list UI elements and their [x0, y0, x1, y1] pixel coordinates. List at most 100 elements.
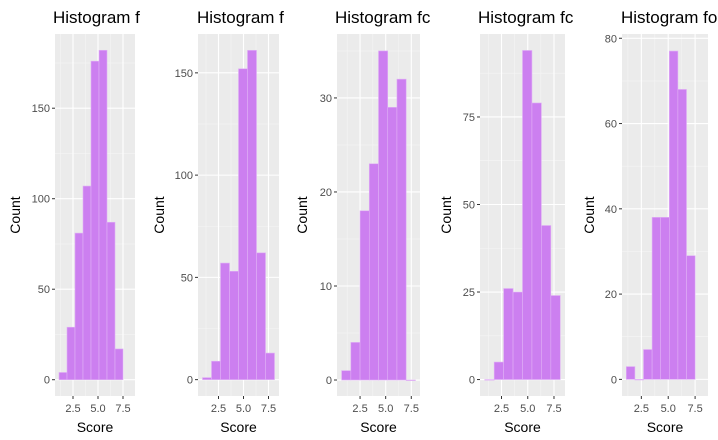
histogram-bar — [484, 379, 495, 381]
histogram-bar — [405, 379, 416, 381]
histogram-panel-2: 0 50 100 150 2.5 5.0 7.5 Score Count Histogram f — [151, 8, 284, 435]
histogram-bar — [550, 295, 561, 380]
histogram-bar — [202, 377, 212, 380]
histogram-panel-4: 0 25 50 75 2.5 5.0 7.5 Score Count Histogram fc — [438, 8, 574, 435]
histogram-bar — [677, 89, 687, 380]
chart-title: Histogram f — [53, 8, 140, 27]
histogram-bar — [512, 291, 523, 380]
y-tick-label: 0 — [611, 374, 617, 386]
histogram-bar — [114, 348, 124, 381]
chart-title: Histogram fc — [478, 8, 574, 27]
y-tick-label: 0 — [326, 375, 332, 387]
histogram-bar — [668, 50, 679, 380]
histogram-bar — [229, 270, 239, 380]
histogram-bars — [202, 50, 275, 380]
y-axis-label: Count — [7, 196, 23, 233]
x-tick-label: 7.5 — [546, 403, 561, 415]
y-tick-label: 150 — [175, 68, 193, 80]
y-tick-label: 0 — [187, 375, 193, 387]
y-tick-label: 30 — [320, 93, 332, 105]
y-tick-label: 50 — [463, 199, 475, 211]
y-tick-label: 150 — [32, 103, 50, 115]
histogram-bar — [387, 107, 398, 381]
histogram-bar — [238, 68, 248, 380]
x-axis-label: Score — [360, 419, 397, 435]
x-tick-label: 2.5 — [494, 403, 509, 415]
x-axis-label: Score — [647, 419, 684, 435]
x-axis-label: Score — [220, 419, 257, 435]
y-tick-label: 100 — [32, 194, 50, 206]
y-tick-label: 100 — [175, 170, 193, 182]
x-tick-label: 7.5 — [404, 403, 419, 415]
y-tick-label: 0 — [469, 375, 475, 387]
histogram-bar — [378, 50, 389, 381]
histogram-bar — [90, 60, 100, 381]
histogram-bar — [82, 185, 92, 381]
x-tick-label: 7.5 — [261, 403, 276, 415]
histogram-bar — [220, 262, 230, 380]
histogram-bar — [256, 252, 266, 380]
histogram-bar — [211, 360, 221, 380]
histogram-panel-3: 0 10 20 30 2.5 5.0 7.5 Score Count Histogram fc — [294, 8, 431, 435]
x-axis-label: Score — [77, 419, 114, 435]
x-axis-label: Score — [504, 419, 541, 435]
y-tick-label: 60 — [605, 119, 617, 131]
histogram-bar — [503, 288, 514, 380]
histogram-bar — [522, 50, 533, 380]
histogram-bar — [98, 49, 108, 381]
x-tick-label: 5.0 — [236, 403, 251, 415]
histogram-bar — [359, 210, 370, 381]
x-tick-label: 7.5 — [687, 403, 702, 415]
histogram-bar — [247, 50, 257, 380]
y-axis-label: Count — [581, 196, 597, 233]
histogram-bar — [396, 78, 407, 381]
x-tick-label: 2.5 — [65, 403, 80, 415]
histogram-bar — [531, 102, 542, 380]
histogram-bar — [368, 163, 379, 381]
histogram-bar — [625, 366, 636, 380]
x-tick-label: 5.0 — [661, 403, 676, 415]
histogram-bar — [350, 342, 361, 381]
histogram-bar — [541, 225, 552, 380]
histogram-bar — [265, 352, 275, 380]
histogram-bar — [341, 370, 352, 381]
chart-title: Histogram f — [197, 8, 284, 27]
histogram-bar — [66, 326, 76, 381]
histogram-bar — [686, 255, 696, 380]
x-tick-label: 5.0 — [520, 403, 535, 415]
y-axis-label: Count — [294, 196, 310, 233]
chart-title: Histogram fc — [335, 8, 431, 27]
x-tick-label: 5.0 — [378, 403, 393, 415]
y-axis-label: Count — [438, 196, 454, 233]
y-tick-label: 10 — [320, 281, 332, 293]
histogram-bars — [58, 49, 124, 381]
x-tick-label: 5.0 — [90, 403, 105, 415]
histogram-bars — [625, 50, 696, 381]
y-tick-label: 20 — [605, 289, 617, 301]
y-tick-label: 75 — [463, 112, 475, 124]
y-axis-label: Count — [151, 196, 167, 233]
y-tick-label: 50 — [181, 272, 193, 284]
y-tick-label: 50 — [38, 284, 50, 296]
histogram-bar — [634, 379, 644, 381]
x-tick-label: 2.5 — [211, 403, 226, 415]
histogram-bar — [106, 221, 116, 381]
histogram-bar — [643, 349, 653, 380]
histogram-bar — [74, 232, 84, 381]
y-tick-label: 80 — [605, 33, 617, 45]
histogram-bars — [341, 50, 416, 381]
histogram-bar — [58, 372, 68, 381]
histogram-bar — [651, 217, 661, 380]
x-tick-label: 7.5 — [115, 403, 130, 415]
histogram-bar — [660, 217, 670, 380]
y-tick-label: 0 — [44, 375, 50, 387]
histogram-bars — [484, 50, 561, 381]
y-tick-label: 20 — [320, 187, 332, 199]
chart-title: Histogram fo — [621, 8, 717, 27]
x-tick-label: 2.5 — [352, 403, 367, 415]
y-tick-label: 25 — [463, 287, 475, 299]
histogram-bar — [493, 361, 504, 380]
